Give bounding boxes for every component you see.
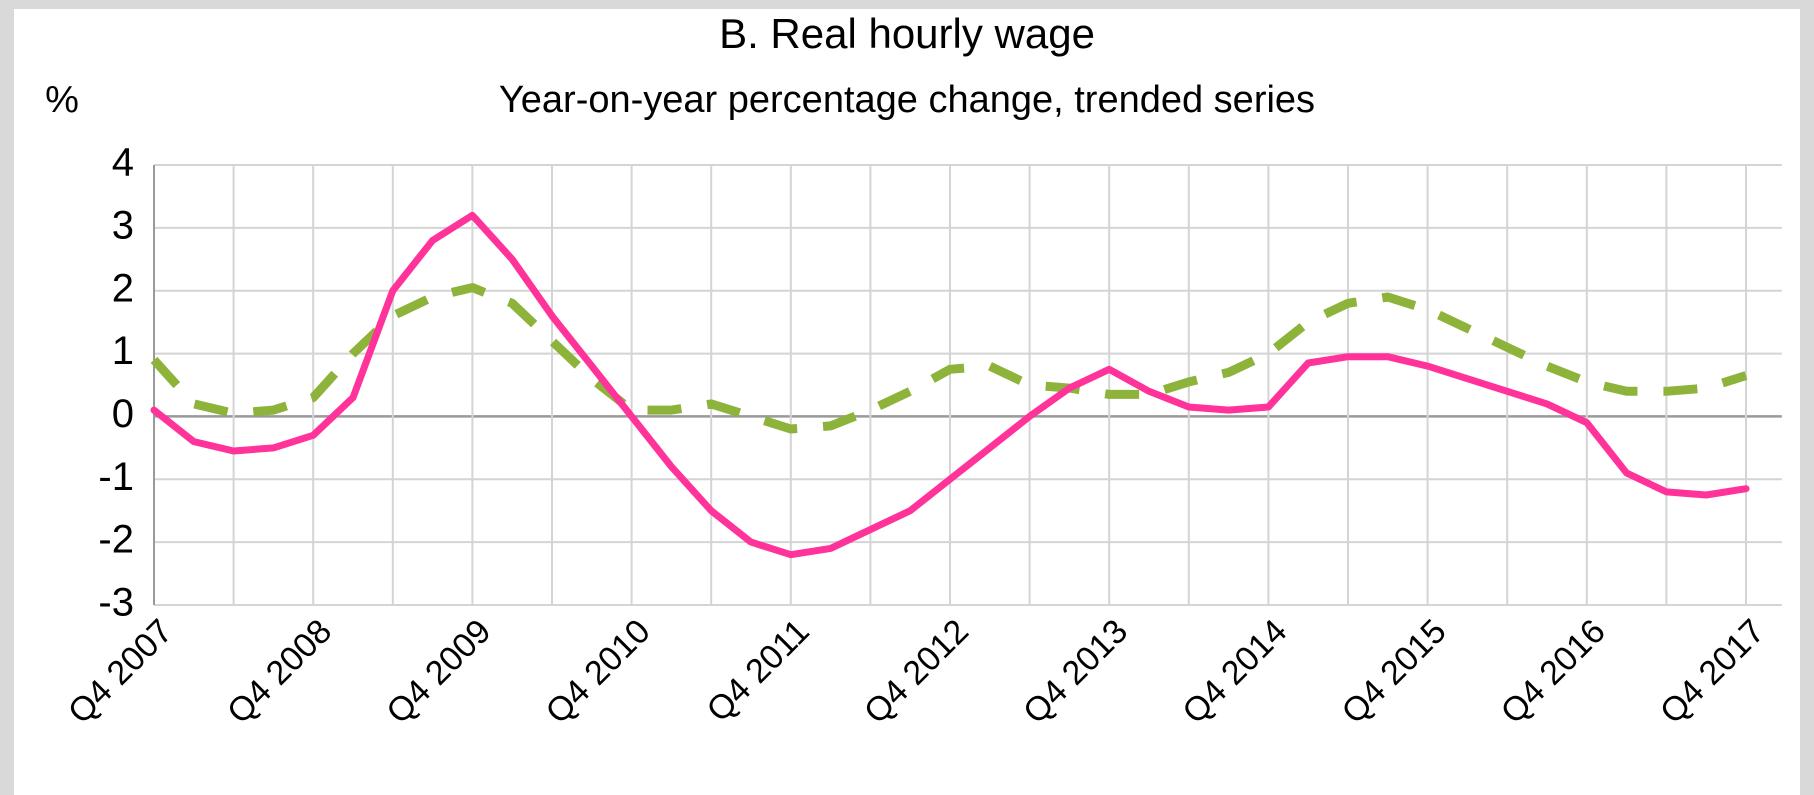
y-tick-label: -3: [98, 581, 134, 625]
y-tick-label: 2: [112, 266, 134, 310]
panel: [14, 9, 1800, 795]
chart-title: B. Real hourly wage: [719, 10, 1095, 57]
series-line: [150, 211, 1750, 559]
y-unit: %: [45, 79, 79, 121]
y-tick-label: 3: [112, 203, 134, 247]
y-tick-label: 4: [112, 141, 134, 185]
series-line: [150, 283, 1748, 434]
y-tick-label: -1: [98, 455, 134, 499]
y-tick-label: 1: [112, 329, 134, 373]
chart-subtitle: Year-on-year percentage change, trended …: [499, 79, 1315, 121]
y-tick-label: 0: [112, 392, 134, 436]
y-tick-label: -2: [98, 518, 134, 562]
